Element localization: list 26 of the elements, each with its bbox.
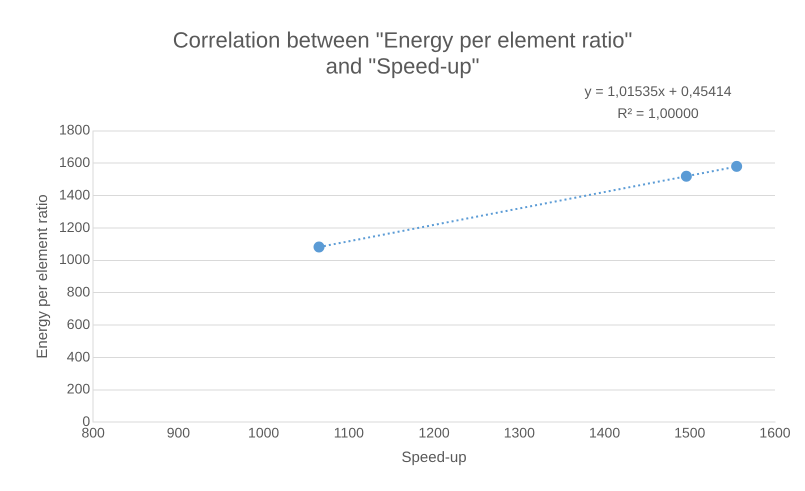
x-tick-label: 1500 [674,424,706,440]
point [314,242,325,253]
y-tick-label: 1400 [58,186,90,202]
y-tick-label: 1000 [58,251,90,268]
y-tick-label: 400 [66,348,90,364]
y-tick-label: 1200 [58,218,90,235]
x-tick-label: 1600 [759,424,791,440]
y-tick-label: 200 [66,380,90,397]
point [731,160,742,172]
x-axis-title: Speed-up [402,449,467,466]
x-tick-label: 1200 [418,424,450,440]
text: Correlation between "Energy per element ratio" [172,27,632,52]
text: R² = 1,00000 [617,105,699,121]
y-tick-label: 600 [66,316,90,332]
y-tick-label: 1600 [58,154,90,170]
x-tick-label: 1000 [248,424,280,440]
y-tick-label: 800 [66,284,90,300]
x-tick-label: 900 [166,424,190,440]
point [680,170,692,182]
x-tick-label: 1400 [588,424,620,440]
x-tick-label: 1100 [334,424,364,440]
y-axis-title: Energy per element ratio [34,194,52,359]
text: and "Speed-up" [326,54,480,79]
text: y = 1,01535x + 0,45414 [584,83,732,99]
x-tick-label: 1300 [504,424,536,440]
y-tick-label: 1800 [58,122,90,138]
